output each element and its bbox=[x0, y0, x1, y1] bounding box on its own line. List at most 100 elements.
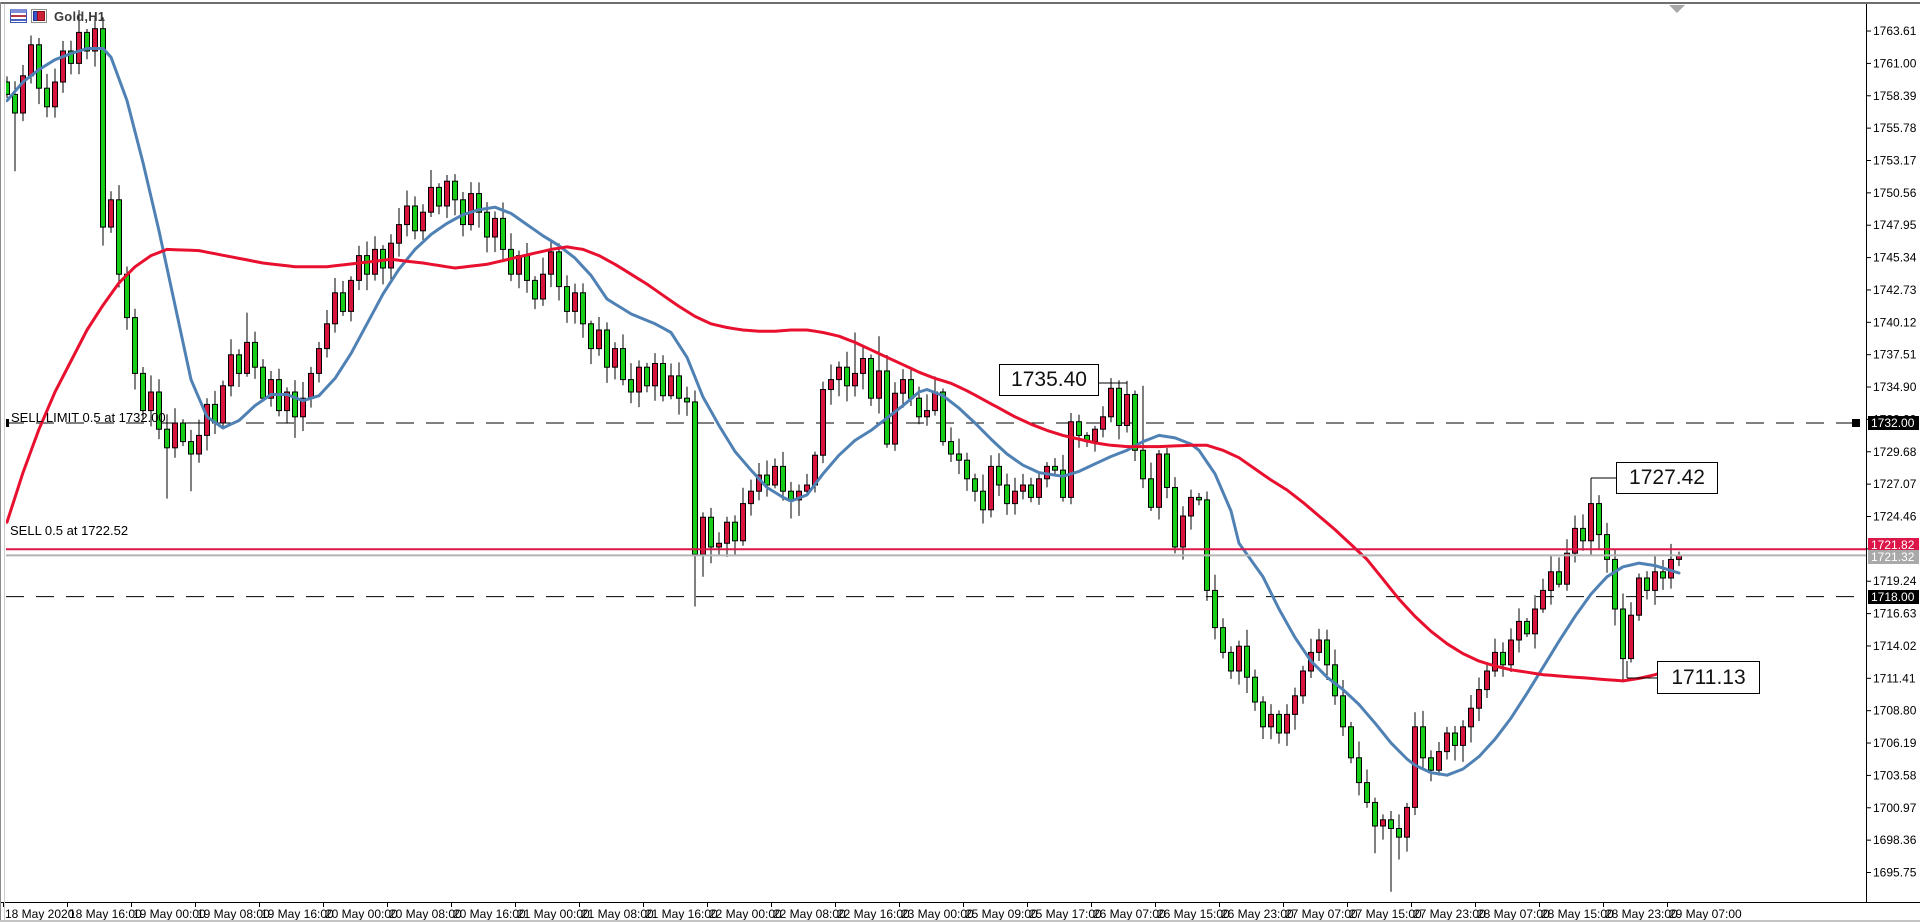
time-tick-label: 19 May 08:00 bbox=[197, 907, 270, 921]
line-handle-right[interactable] bbox=[1852, 419, 1860, 427]
candle bbox=[1532, 595, 1538, 649]
candle bbox=[748, 479, 754, 516]
candle bbox=[1436, 742, 1442, 776]
candle bbox=[300, 381, 306, 431]
candle bbox=[276, 368, 282, 417]
chart-shift-marker-icon[interactable] bbox=[1669, 5, 1685, 13]
candle bbox=[244, 312, 250, 377]
candle bbox=[1524, 617, 1530, 638]
time-tick-label: 21 May 00:00 bbox=[517, 907, 590, 921]
candle bbox=[636, 360, 642, 408]
candle bbox=[116, 185, 122, 288]
price-tick-label: 1747.95 bbox=[1873, 218, 1917, 232]
candle bbox=[876, 336, 882, 414]
time-tick-label: 26 May 23:00 bbox=[1221, 907, 1294, 921]
candle bbox=[1332, 649, 1338, 705]
price-tick-label: 1724.46 bbox=[1873, 509, 1917, 523]
bid-price-label: 1721.32 bbox=[1868, 550, 1919, 565]
candle bbox=[1268, 704, 1274, 740]
candle bbox=[132, 308, 138, 390]
candle bbox=[1244, 629, 1250, 694]
candle bbox=[1228, 646, 1234, 679]
price-tick-label: 1714.02 bbox=[1873, 639, 1917, 653]
time-tick-label: 22 May 16:00 bbox=[837, 907, 910, 921]
quotes-window-icon bbox=[10, 9, 27, 23]
candle bbox=[164, 414, 170, 499]
candle bbox=[1580, 514, 1586, 551]
candle bbox=[1132, 390, 1138, 462]
candle bbox=[1100, 406, 1106, 438]
candle bbox=[436, 183, 442, 215]
candle bbox=[564, 275, 570, 323]
candle bbox=[476, 182, 482, 228]
candle bbox=[1156, 450, 1162, 520]
candle bbox=[1260, 696, 1266, 739]
candle bbox=[828, 364, 834, 405]
annotation-low-1711[interactable]: 1711.13 bbox=[1657, 661, 1760, 694]
line-handle-left[interactable] bbox=[1, 419, 9, 427]
candle bbox=[1188, 489, 1194, 530]
candle bbox=[524, 242, 530, 293]
candle bbox=[660, 355, 666, 402]
candle bbox=[532, 276, 538, 310]
window-top-border bbox=[0, 2, 1920, 4]
candle bbox=[684, 386, 690, 416]
candle bbox=[644, 362, 650, 393]
price-tick-label: 1753.17 bbox=[1873, 153, 1917, 167]
candle bbox=[1428, 750, 1434, 782]
candle bbox=[1540, 578, 1546, 613]
candle bbox=[980, 474, 986, 524]
candle bbox=[1604, 522, 1610, 573]
candle bbox=[1276, 710, 1282, 744]
candle bbox=[572, 283, 578, 324]
candle bbox=[772, 458, 778, 489]
candle bbox=[1476, 677, 1482, 722]
time-tick-label: 19 May 16:00 bbox=[261, 907, 334, 921]
candle bbox=[444, 175, 450, 218]
candle bbox=[76, 10, 82, 75]
price-tick-label: 1758.39 bbox=[1873, 89, 1917, 103]
candle bbox=[780, 451, 786, 501]
candle bbox=[764, 460, 770, 497]
candle bbox=[468, 182, 474, 231]
candle bbox=[180, 419, 186, 447]
open-sell-position-label[interactable]: SELL 0.5 at 1722.52 bbox=[10, 523, 129, 538]
candle bbox=[820, 381, 826, 464]
candle bbox=[620, 334, 626, 386]
time-tick-label: 20 May 16:00 bbox=[453, 907, 526, 921]
candle bbox=[596, 316, 602, 356]
price-tick-label: 1719.24 bbox=[1873, 574, 1917, 588]
price-tick-label: 1745.34 bbox=[1873, 251, 1917, 265]
price-tick-label: 1729.68 bbox=[1873, 445, 1917, 459]
sell-limit-order-label[interactable]: SELL LIMIT 0.5 at 1732.00 bbox=[11, 410, 166, 425]
annotation-high-1735[interactable]: 1735.40 bbox=[999, 364, 1099, 396]
candle bbox=[1124, 380, 1130, 433]
symbol-timeframe-label: Gold,H1 bbox=[10, 8, 105, 24]
candle bbox=[1484, 664, 1490, 698]
candle bbox=[52, 68, 58, 118]
candle bbox=[1284, 704, 1290, 746]
candle bbox=[844, 351, 850, 402]
candle bbox=[172, 408, 178, 458]
candle bbox=[940, 388, 946, 446]
candle bbox=[500, 202, 506, 260]
candle bbox=[212, 390, 218, 434]
time-tick-label: 27 May 07:00 bbox=[1285, 907, 1358, 921]
annotation-high-1727[interactable]: 1727.42 bbox=[1616, 462, 1718, 494]
time-tick-label: 22 May 00:00 bbox=[709, 907, 782, 921]
candle bbox=[1420, 710, 1426, 769]
candle bbox=[900, 369, 906, 408]
price-tick-label: 1703.58 bbox=[1873, 768, 1917, 782]
candle bbox=[292, 380, 298, 438]
candle bbox=[1460, 720, 1466, 762]
candle bbox=[484, 202, 490, 253]
time-tick-label: 18 May 16:00 bbox=[69, 907, 142, 921]
candle bbox=[356, 245, 362, 291]
candle bbox=[1676, 551, 1682, 567]
candle bbox=[204, 398, 210, 451]
candle bbox=[228, 339, 234, 397]
candle bbox=[1092, 425, 1098, 452]
price-axis[interactable]: 1763.61 1761.00 1758.39 1755.78 1753.17 1750.… bbox=[1866, 24, 1917, 880]
